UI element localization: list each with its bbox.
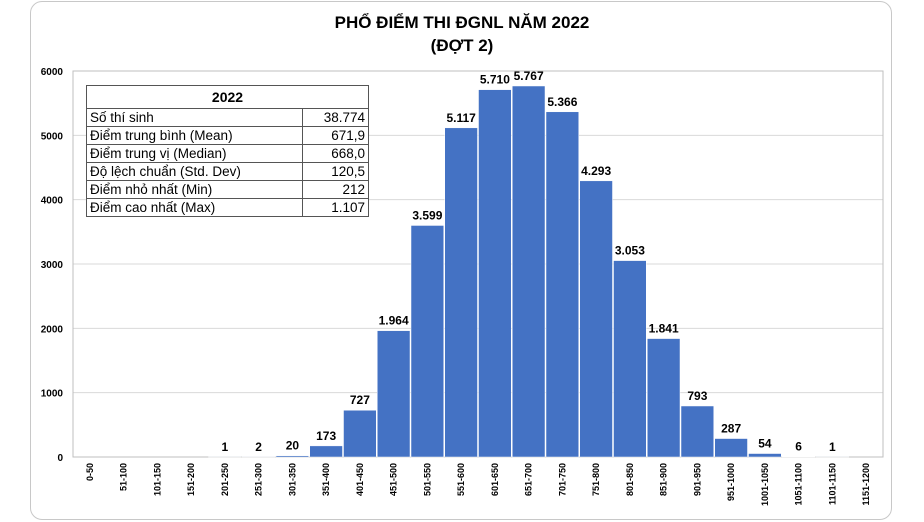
stats-label: Điểm trung vị (Median) [86, 144, 303, 163]
bar [478, 89, 512, 458]
data-label: 54 [758, 437, 772, 451]
y-tick-label: 1000 [41, 389, 64, 400]
x-tick-label: 601-650 [490, 463, 500, 496]
data-label: 5.366 [547, 95, 577, 109]
data-label: 1 [829, 440, 836, 454]
stats-value: 38.774 [301, 108, 370, 127]
x-tick-label: 101-150 [152, 463, 162, 496]
data-label: 793 [687, 389, 707, 403]
data-label: 3.599 [412, 208, 442, 222]
data-label: 5.710 [480, 73, 510, 87]
bar [275, 455, 309, 458]
data-label: 6 [795, 440, 802, 454]
data-label: 727 [350, 393, 370, 407]
x-tick-label: 51-100 [119, 463, 129, 491]
x-tick-label: 1151-1200 [861, 463, 871, 506]
bar [579, 180, 613, 458]
stats-label: Độ lệch chuẩn (Std. Dev) [86, 162, 303, 181]
stats-row: Điểm nhỏ nhất (Min) 212 [86, 180, 370, 199]
stats-label: Số thí sinh [86, 108, 303, 127]
y-tick-label: 0 [57, 453, 63, 464]
bar [444, 127, 478, 458]
stats-value: 120,5 [301, 162, 370, 181]
x-tick-label: 451-500 [389, 463, 399, 496]
stats-value: 668,0 [301, 144, 370, 163]
bar [545, 111, 579, 458]
x-tick-label: 501-550 [422, 463, 432, 496]
stats-row: Điểm cao nhất (Max) 1.107 [86, 198, 370, 217]
bar [343, 409, 377, 458]
bar [410, 225, 444, 458]
x-tick-label: 251-300 [254, 463, 264, 496]
bar [647, 338, 681, 458]
bar [714, 438, 748, 458]
statistics-table: 2022 Số thí sinh 38.774 Điểm trung bình (M… [86, 85, 370, 217]
chart-title: PHỔ ĐIỂM THI ĐGNL NĂM 2022 [335, 13, 590, 32]
stats-row: Điểm trung vị (Median) 668,0 [86, 144, 370, 163]
stats-row: Điểm trung bình (Mean) 671,9 [86, 126, 370, 145]
y-tick-label: 5000 [41, 131, 64, 142]
x-tick-label: 0-50 [85, 463, 95, 481]
x-tick-label: 1101-1150 [827, 463, 837, 505]
x-tick-label: 301-350 [287, 463, 297, 496]
stats-label: Điểm trung bình (Mean) [86, 126, 303, 145]
plot-area [72, 70, 884, 458]
x-tick-label: 401-450 [355, 463, 365, 496]
bar [748, 453, 782, 458]
data-label: 1 [222, 440, 229, 454]
data-label: 20 [286, 439, 300, 453]
stats-value: 1.107 [301, 198, 370, 217]
x-tick-label: 201-250 [220, 463, 230, 496]
stats-header: 2022 [86, 85, 369, 109]
y-tick-label: 2000 [41, 324, 64, 335]
stats-row: Số thí sinh 38.774 [86, 108, 370, 127]
data-label: 5.767 [514, 69, 544, 83]
x-tick-label: 551-600 [456, 463, 466, 496]
stats-row: Độ lệch chuẩn (Std. Dev) 120,5 [86, 162, 370, 181]
x-tick-label: 801-850 [625, 463, 635, 496]
bar [512, 85, 546, 458]
x-tick-label: 851-900 [659, 463, 669, 496]
stats-value: 212 [301, 180, 370, 199]
x-tick-label: 701-750 [557, 463, 567, 496]
data-label: 3.053 [615, 244, 645, 258]
x-tick-label: 901-950 [692, 463, 702, 496]
y-tick-label: 3000 [41, 260, 64, 271]
data-label: 287 [721, 422, 741, 436]
x-tick-label: 151-200 [186, 463, 196, 496]
data-label: 4.293 [581, 164, 611, 178]
data-label: 2 [255, 440, 262, 454]
bar [309, 445, 343, 458]
y-tick-label: 6000 [41, 67, 64, 78]
x-tick-label: 1001-1050 [760, 463, 770, 506]
chart-subtitle: (ĐỢT 2) [431, 36, 494, 55]
bar [613, 260, 647, 458]
data-label: 173 [316, 429, 336, 443]
stats-value: 671,9 [301, 126, 370, 145]
x-tick-label: 651-700 [524, 463, 534, 496]
x-tick-label: 751-800 [591, 463, 601, 496]
data-label: 1.841 [649, 322, 679, 336]
x-tick-label: 951-1000 [726, 463, 736, 501]
x-tick-label: 351-400 [321, 463, 331, 496]
stats-label: Điểm cao nhất (Max) [86, 198, 303, 217]
y-tick-label: 4000 [41, 196, 64, 207]
bar [377, 330, 411, 458]
x-tick-label: 1051-1100 [794, 463, 804, 506]
stats-label: Điểm nhỏ nhất (Min) [86, 180, 303, 199]
data-label: 1.964 [379, 314, 409, 328]
bar [680, 405, 714, 458]
data-label: 5.117 [446, 111, 476, 125]
